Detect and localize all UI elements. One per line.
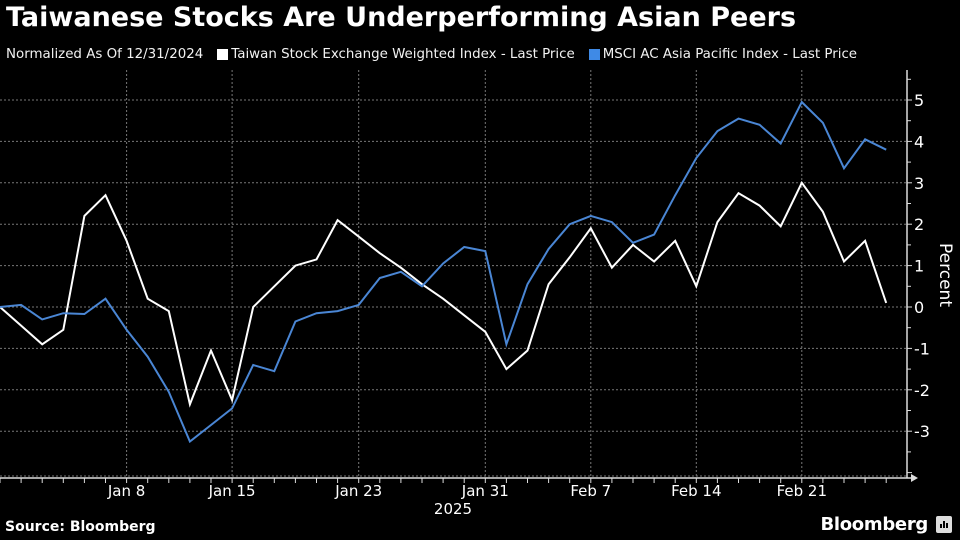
subtitle-normalized: Normalized As Of 12/31/2024	[6, 47, 204, 62]
x-tick-label: Feb 14	[671, 482, 721, 500]
y-tick-label: -2	[914, 381, 930, 400]
chart-title: Taiwanese Stocks Are Underperforming Asi…	[6, 2, 797, 33]
legend-item-taiwan: Taiwan Stock Exchange Weighted Index - L…	[217, 47, 575, 62]
axes: -3 -2 -1 0 1 2 3 4 5 Jan 8 Jan 15 Jan 23 Jan 31 Feb 7…	[0, 70, 930, 500]
bloomberg-brand: Bloomberg	[820, 514, 952, 535]
x-tick-label: Jan 8	[107, 482, 145, 500]
legend-item-msci: MSCI AC Asia Pacific Index - Last Price	[588, 47, 858, 62]
legend-label-taiwan: Taiwan Stock Exchange Weighted Index - L…	[231, 47, 575, 62]
y-tick-label: 4	[914, 132, 924, 151]
x-axis-arrow-icon	[911, 474, 918, 482]
legend-swatch-taiwan	[217, 49, 229, 60]
y-tick-label: -3	[914, 422, 930, 441]
y-tick-label: 3	[914, 174, 924, 193]
y-axis-label: Percent	[935, 243, 955, 307]
x-tick-label: Jan 31	[461, 482, 509, 500]
legend-swatch-msci	[588, 49, 600, 60]
gridlines	[0, 70, 907, 478]
x-axis-year-label: 2025	[434, 500, 472, 518]
series-line-taiwan	[0, 180, 888, 408]
y-tick-label: 5	[914, 91, 924, 110]
series-line-msci	[0, 100, 887, 444]
y-tick-label: 0	[914, 298, 924, 317]
x-tick-label: Jan 23	[334, 482, 382, 500]
x-tick-label: Feb 7	[570, 482, 611, 500]
legend: Normalized As Of 12/31/2024 Taiwan Stock…	[6, 47, 857, 62]
y-tick-label: 2	[914, 215, 924, 234]
y-tick-label: 1	[914, 257, 924, 276]
source-note: Source: Bloomberg	[5, 519, 156, 535]
bloomberg-chart-icon	[936, 516, 952, 533]
legend-label-msci: MSCI AC Asia Pacific Index - Last Price	[602, 47, 858, 62]
y-tick-label: -1	[914, 339, 930, 358]
bloomberg-wordmark: Bloomberg	[820, 514, 928, 535]
x-tick-label: Feb 21	[777, 482, 827, 500]
x-tick-label: Jan 15	[208, 482, 256, 500]
